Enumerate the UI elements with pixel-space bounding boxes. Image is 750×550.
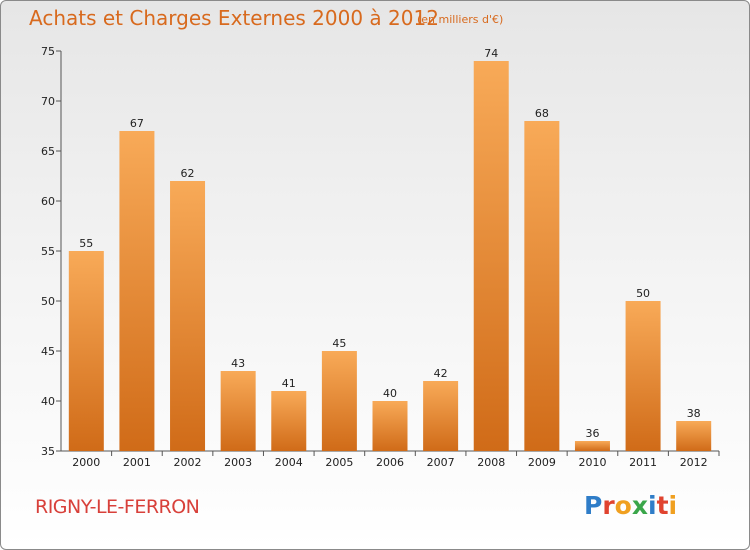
data-label: 55	[79, 237, 93, 250]
y-tick-label: 45	[41, 345, 55, 358]
location-label: RIGNY-LE-FERRON	[35, 496, 200, 518]
brand-letter: i	[668, 491, 678, 520]
data-label: 43	[231, 357, 245, 370]
y-tick-label: 55	[41, 245, 55, 258]
y-tick-label: 35	[41, 445, 55, 458]
x-tick-label: 2004	[275, 456, 303, 469]
data-label: 74	[484, 47, 498, 60]
data-label: 36	[585, 427, 599, 440]
bar	[170, 181, 206, 451]
brand-letter: r	[602, 491, 615, 520]
x-tick-label: 2000	[72, 456, 100, 469]
x-tick-label: 2003	[224, 456, 252, 469]
bar	[574, 441, 610, 451]
data-label: 42	[434, 367, 448, 380]
bar	[119, 131, 155, 451]
brand-letter: o	[614, 491, 632, 520]
y-tick-label: 60	[41, 195, 55, 208]
x-tick-label: 2011	[629, 456, 657, 469]
data-label: 67	[130, 117, 144, 130]
x-tick-label: 2002	[174, 456, 202, 469]
axes: 35 40 45 50 55 60 65 70 75 2000 2001 2002 2003 2004 20…	[41, 45, 720, 469]
x-tick-label: 2007	[427, 456, 455, 469]
bar	[473, 61, 509, 451]
bar	[625, 301, 661, 451]
data-label: 38	[687, 407, 701, 420]
y-tick-label: 75	[41, 45, 55, 58]
y-tick-label: 70	[41, 95, 55, 108]
brand-logo: Proxiti	[584, 491, 677, 520]
brand-letter: i	[648, 491, 657, 520]
bar	[372, 401, 408, 451]
y-tick-label: 65	[41, 145, 55, 158]
bar	[524, 121, 560, 451]
value-labels: 55 67 62 43 41 45 40 42 74 68 36 50 38	[79, 47, 700, 440]
x-tick-label: 2001	[123, 456, 151, 469]
data-label: 40	[383, 387, 397, 400]
data-label: 41	[282, 377, 296, 390]
brand-letter: x	[631, 491, 648, 520]
bar	[220, 371, 256, 451]
bar	[676, 421, 712, 451]
brand-letter: t	[656, 491, 669, 520]
chart-subtitle: (en milliers d'€)	[417, 13, 504, 26]
bar	[321, 351, 357, 451]
x-tick-label: 2010	[578, 456, 606, 469]
x-tick-label: 2006	[376, 456, 404, 469]
brand-letter: P	[584, 491, 603, 520]
x-tick-label: 2008	[477, 456, 505, 469]
bars	[68, 61, 712, 451]
data-label: 45	[332, 337, 346, 350]
data-label: 68	[535, 107, 549, 120]
data-label: 62	[181, 167, 195, 180]
y-tick-label: 50	[41, 295, 55, 308]
chart-title: Achats et Charges Externes 2000 à 2012	[29, 6, 439, 30]
bar	[423, 381, 459, 451]
bar	[271, 391, 307, 451]
x-tick-label: 2012	[680, 456, 708, 469]
data-label: 50	[636, 287, 650, 300]
x-tick-label: 2009	[528, 456, 556, 469]
bar	[68, 251, 104, 451]
y-tick-label: 40	[41, 395, 55, 408]
x-tick-label: 2005	[325, 456, 353, 469]
